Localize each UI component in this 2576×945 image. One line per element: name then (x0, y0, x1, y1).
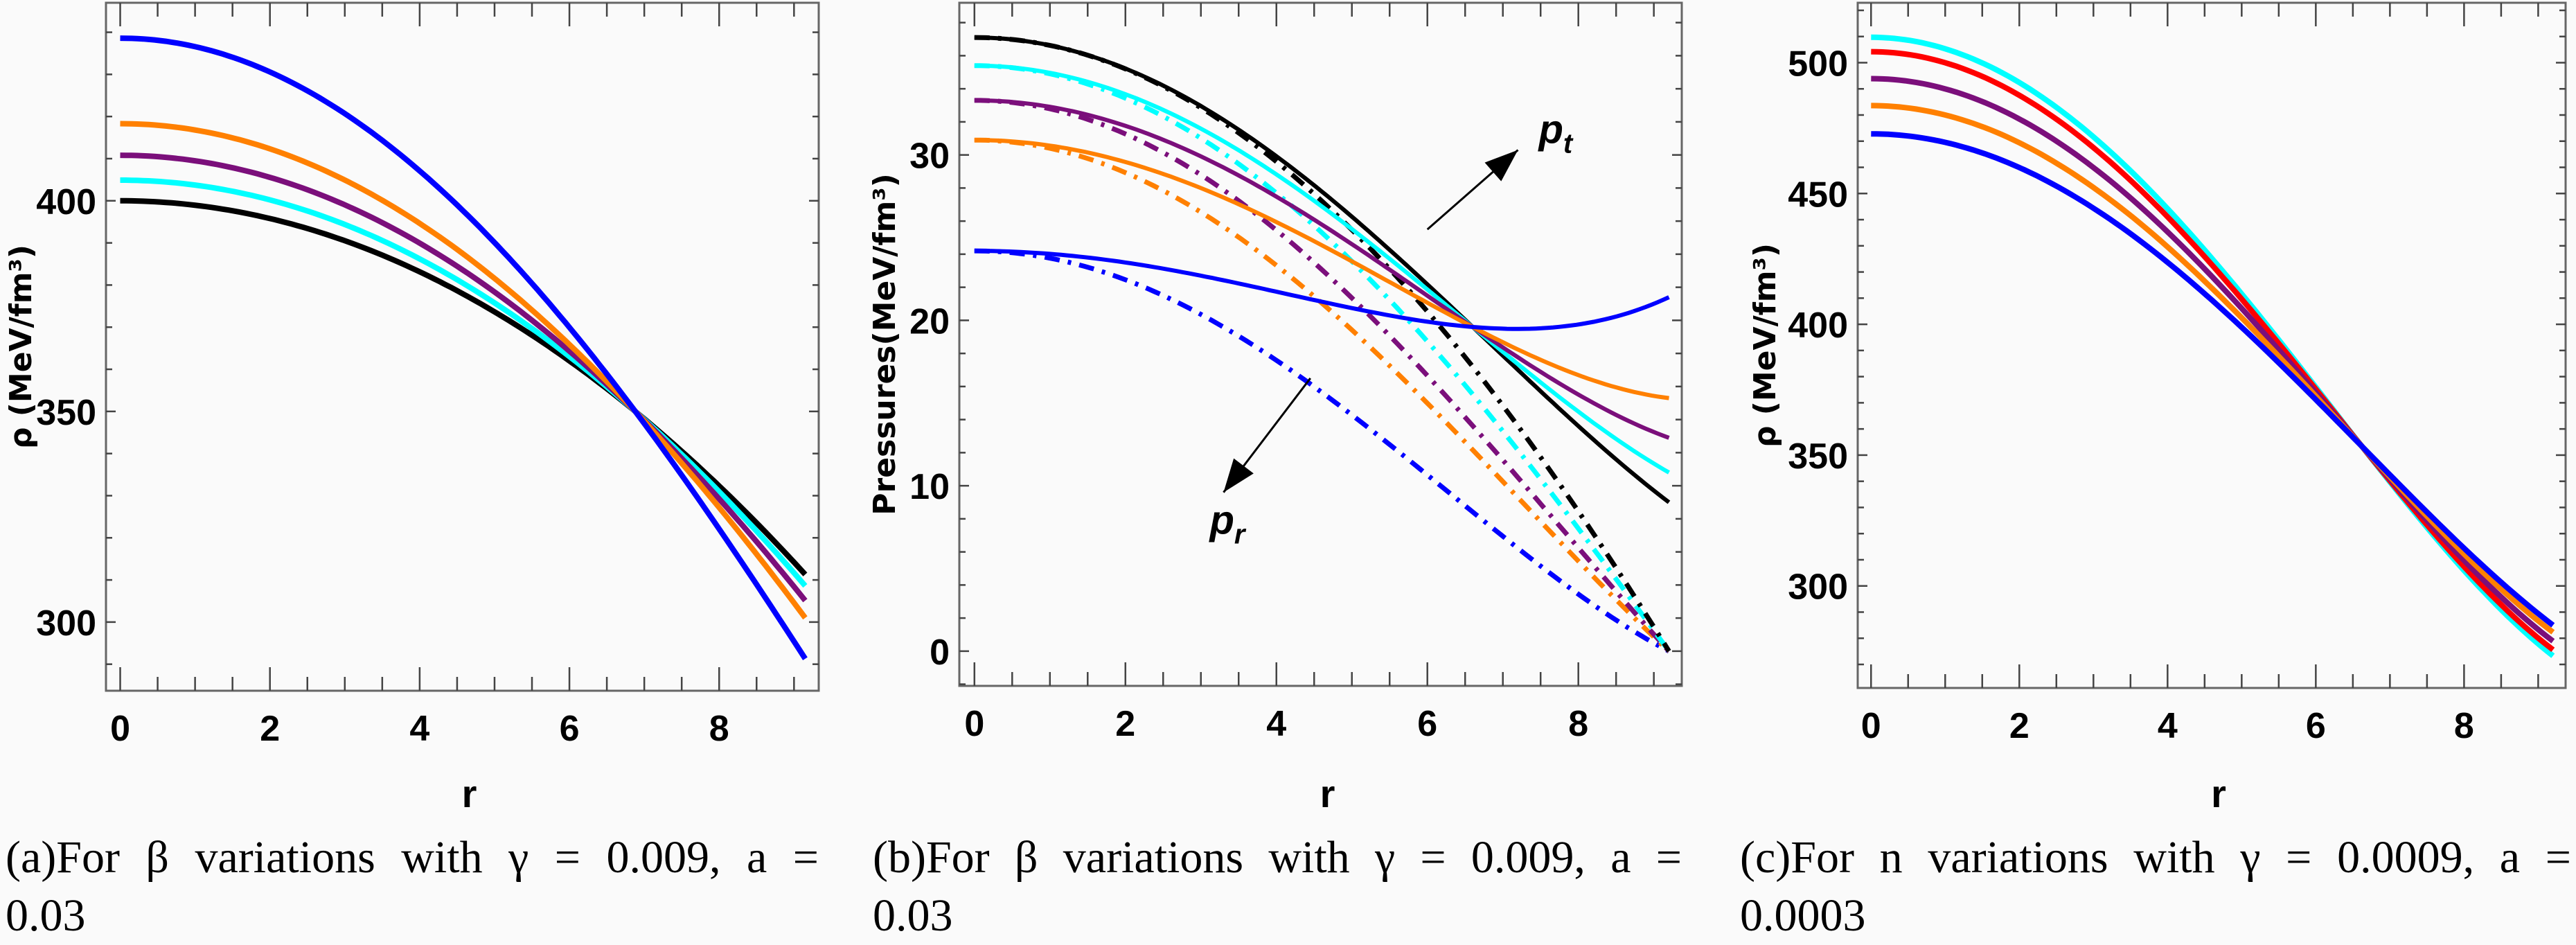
plot-frame (105, 1, 820, 692)
x-tick-label: 4 (2158, 706, 2178, 746)
annotation-label-pt: pt (1537, 107, 1573, 159)
series-line-3 (1871, 103, 2555, 635)
series-line-2 (120, 152, 808, 603)
x-tick-label: 4 (1266, 704, 1286, 744)
y-tick-label: 0 (930, 633, 950, 673)
x-tick-label: 6 (1417, 704, 1437, 744)
series-line-3 (120, 121, 808, 620)
series-line-pt-9 (974, 249, 1670, 331)
series-line-1 (120, 177, 808, 588)
series-line-pt-6 (974, 63, 1670, 475)
y-tick-label: 350 (1788, 436, 1848, 477)
x-tick-label: 0 (964, 704, 984, 744)
x-tick-label: 0 (1861, 706, 1881, 746)
annotation-symbol: p (1537, 107, 1563, 152)
y-tick-label: 300 (1788, 567, 1848, 608)
y-tick-label: 350 (36, 393, 96, 433)
series-line-pr-2 (974, 98, 1671, 653)
caption-a: (a)For β variations with γ = 0.009, a = … (6, 832, 819, 941)
series-line-pt-5 (974, 35, 1671, 504)
x-tick-label: 2 (260, 709, 280, 749)
annotation-label-pr: pr (1208, 498, 1246, 550)
y-tick-label: 300 (36, 603, 96, 644)
y-tick-label: 500 (1788, 44, 1848, 84)
series-line-pr-3 (974, 63, 1671, 653)
plot-frame (958, 1, 1683, 687)
series-line-pr-0 (974, 248, 1671, 654)
chart-panel-c: 0 2 4 6 8 300 350 400 450 500 r ρ (MeV/fm³) (1748, 1, 2567, 815)
series-line-2 (1871, 76, 2555, 644)
series-line-4 (120, 35, 808, 660)
plot-frame (1856, 1, 2567, 689)
x-tick-label: 8 (709, 709, 729, 749)
x-tick-label: 6 (560, 709, 580, 749)
x-tick-label: 4 (409, 709, 429, 749)
series-line-pr-1 (974, 137, 1671, 653)
caption-c: (c)For n variations with γ = 0.0009, a =… (1740, 832, 2571, 941)
y-axis-title: ρ (MeV/fm³) (3, 245, 39, 449)
arrowhead-icon (1223, 458, 1254, 493)
y-tick-label: 400 (1788, 306, 1848, 346)
y-axis-title: ρ (MeV/fm³) (1748, 243, 1783, 448)
y-tick-label: 20 (909, 301, 950, 342)
series-line-pt-8 (974, 138, 1669, 400)
caption-b: (b)For β variations with γ = 0.009, a = … (873, 832, 1682, 941)
series-line-4 (1871, 131, 2555, 628)
x-tick-label: 0 (110, 709, 130, 749)
x-tick-label: 2 (1115, 704, 1135, 744)
y-tick-label: 30 (909, 136, 950, 177)
x-tick-label: 2 (2009, 706, 2029, 746)
y-tick-label: 450 (1788, 175, 1848, 215)
y-tick-label: 10 (909, 467, 950, 507)
series-line-0 (1871, 34, 2555, 658)
chart-panel-a: 0 2 4 6 8 300 350 400 r ρ (MeV/fm³) (3, 1, 820, 815)
x-axis-title: r (1320, 772, 1335, 815)
annotation-subscript: r (1234, 520, 1247, 550)
series-line-1 (1871, 48, 2555, 653)
annotation-subscript: t (1563, 128, 1574, 159)
annotation-symbol: p (1208, 498, 1234, 543)
arrowhead-icon (1484, 150, 1518, 182)
y-axis-title: Pressures(MeV/fm³) (867, 173, 903, 515)
y-tick-label: 400 (36, 182, 96, 222)
series-line-pt-7 (974, 98, 1670, 440)
x-tick-label: 6 (2306, 706, 2326, 746)
x-tick-label: 8 (2454, 706, 2474, 746)
x-axis-title: r (2211, 772, 2226, 815)
x-tick-label: 8 (1568, 704, 1588, 744)
x-axis-title: r (462, 772, 477, 815)
